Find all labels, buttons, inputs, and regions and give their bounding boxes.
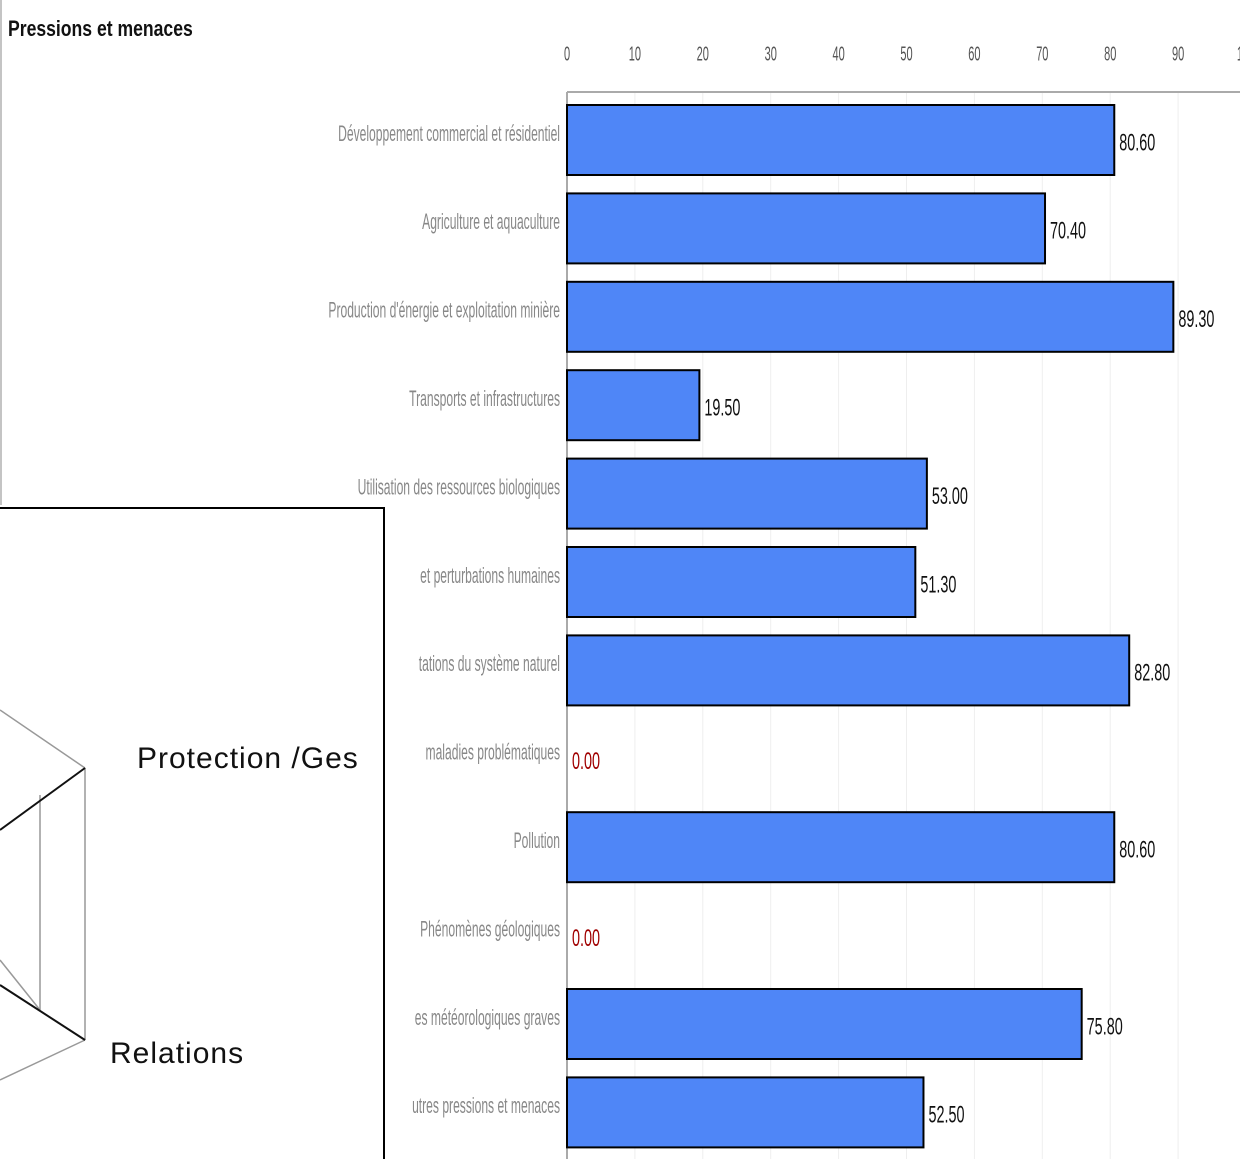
overlay-panel: Protection /Ges Relations	[0, 507, 385, 1159]
x-tick-label: 70	[1036, 43, 1048, 65]
x-tick-label: 100	[1237, 43, 1240, 65]
plot: 0 10 20 30 40 50 60 70 80 90 100 Développement comm…	[328, 43, 1240, 1159]
cube-drawing	[0, 709, 86, 1081]
value-label: 89.30	[1178, 307, 1214, 334]
x-tick-label: 0	[564, 43, 570, 65]
y-tick-label: Phénomènes géologiques	[420, 917, 560, 942]
bar	[566, 546, 917, 618]
y-tick-label: Transports et infrastructures	[409, 386, 560, 411]
x-tick-label: 40	[832, 43, 844, 65]
bar	[566, 369, 701, 442]
x-tick-label: 50	[900, 43, 912, 65]
y-tick-label: Agriculture et aquaculture	[422, 209, 560, 234]
y-tick-label: Production d'énergie et exploitation min…	[328, 298, 560, 323]
overlay-label: Relations	[110, 1037, 244, 1070]
value-label: 19.50	[704, 395, 740, 422]
x-tick-label: 90	[1172, 43, 1184, 65]
bar	[566, 280, 1175, 353]
overlay-label: Protection /Ges	[137, 742, 359, 775]
value-label: 52.50	[928, 1102, 964, 1129]
x-tick-label: 30	[765, 43, 777, 65]
bar	[566, 192, 1047, 265]
value-label: 51.30	[920, 572, 956, 599]
value-label: 80.60	[1119, 130, 1155, 157]
y-tick-label: utres pressions et menaces	[412, 1093, 560, 1118]
value-label: 0.00	[572, 925, 600, 952]
value-label: 0.00	[572, 749, 600, 776]
y-tick-label: tations du système naturel	[419, 651, 560, 676]
value-label: 70.40	[1050, 218, 1086, 245]
y-tick-label: Utilisation des ressources biologiques	[358, 475, 560, 500]
bar	[566, 634, 1131, 707]
value-label: 53.00	[932, 483, 968, 510]
x-tick-label: 60	[968, 43, 980, 65]
y-tick-label: maladies problématiques	[426, 740, 561, 765]
bar	[566, 1076, 925, 1149]
value-label: 82.80	[1134, 660, 1170, 687]
y-tick-label: Développement commercial et résidentiel	[338, 121, 560, 146]
x-tick-label: 10	[629, 43, 641, 65]
bar	[566, 457, 928, 530]
x-tick-label: 20	[697, 43, 709, 65]
chart-title: Pressions et menaces	[8, 17, 193, 41]
y-tick-label: es météorologiques graves	[415, 1005, 560, 1030]
bar	[566, 104, 1116, 176]
x-tick-label: 80	[1104, 43, 1116, 65]
y-tick-label: Pollution	[514, 828, 560, 853]
y-tick-label: et perturbations humaines	[420, 563, 560, 588]
cube-edges	[0, 767, 86, 1041]
bar	[566, 988, 1083, 1060]
value-label: 80.60	[1119, 837, 1155, 864]
value-label: 75.80	[1087, 1014, 1123, 1041]
bar	[566, 811, 1116, 884]
